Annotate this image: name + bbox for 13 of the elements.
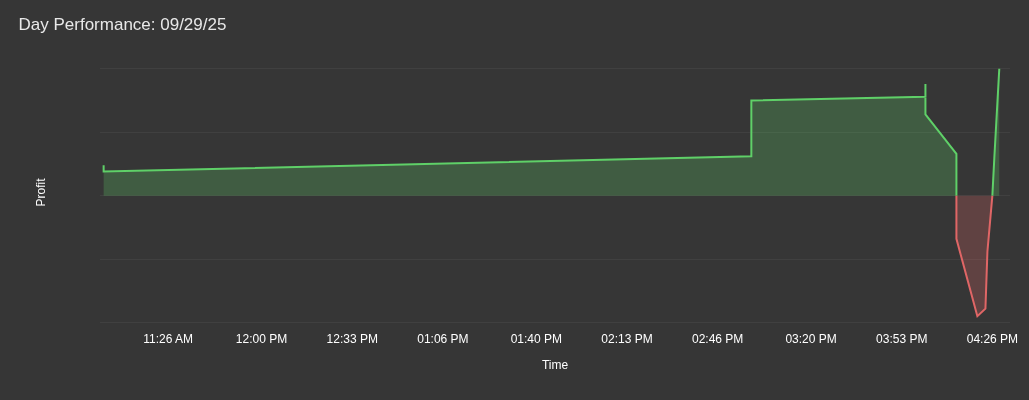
x-axis-title: Time [541,357,569,372]
x-tick-label: 02:46 PM [691,332,744,346]
x-tick-label: 04:26 PM [966,332,1019,346]
x-tick-label: 03:53 PM [876,332,928,346]
x-tick-label: 02:13 PM [601,332,653,346]
chart-title: Day Performance: 09/29/25 [18,14,227,34]
x-tick-label: 12:33 PM [326,332,378,346]
x-tick-label: 01:06 PM [417,332,469,346]
x-tick-label: 03:20 PM [785,332,837,346]
x-tick-label: 01:40 PM [510,332,563,346]
x-tick-label: 12:00 PM [235,332,288,346]
y-axis-title: Profit [34,177,49,207]
x-tick-label: 11:26 AM [143,332,194,346]
